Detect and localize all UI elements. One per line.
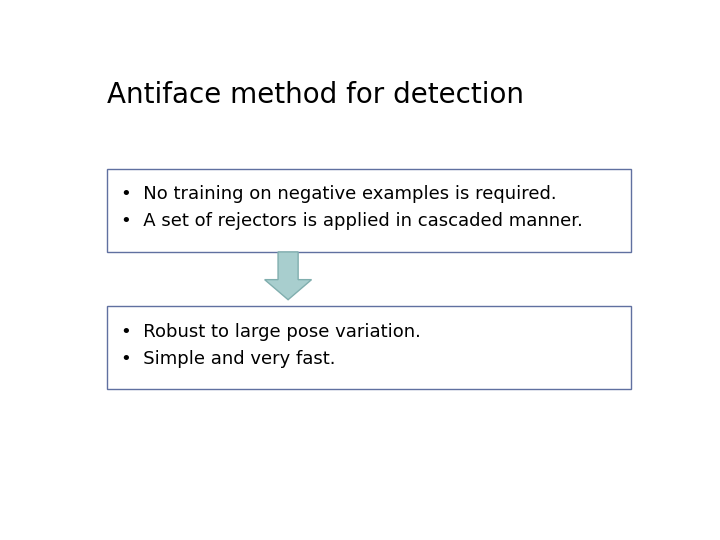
- FancyBboxPatch shape: [107, 168, 631, 252]
- Text: •  No training on negative examples is required.: • No training on negative examples is re…: [121, 185, 557, 204]
- Text: •  Robust to large pose variation.: • Robust to large pose variation.: [121, 322, 420, 341]
- Text: Antiface method for detection: Antiface method for detection: [107, 82, 523, 110]
- Polygon shape: [265, 252, 312, 300]
- FancyBboxPatch shape: [107, 306, 631, 389]
- Text: •  A set of rejectors is applied in cascaded manner.: • A set of rejectors is applied in casca…: [121, 212, 582, 231]
- Text: •  Simple and very fast.: • Simple and very fast.: [121, 349, 336, 368]
